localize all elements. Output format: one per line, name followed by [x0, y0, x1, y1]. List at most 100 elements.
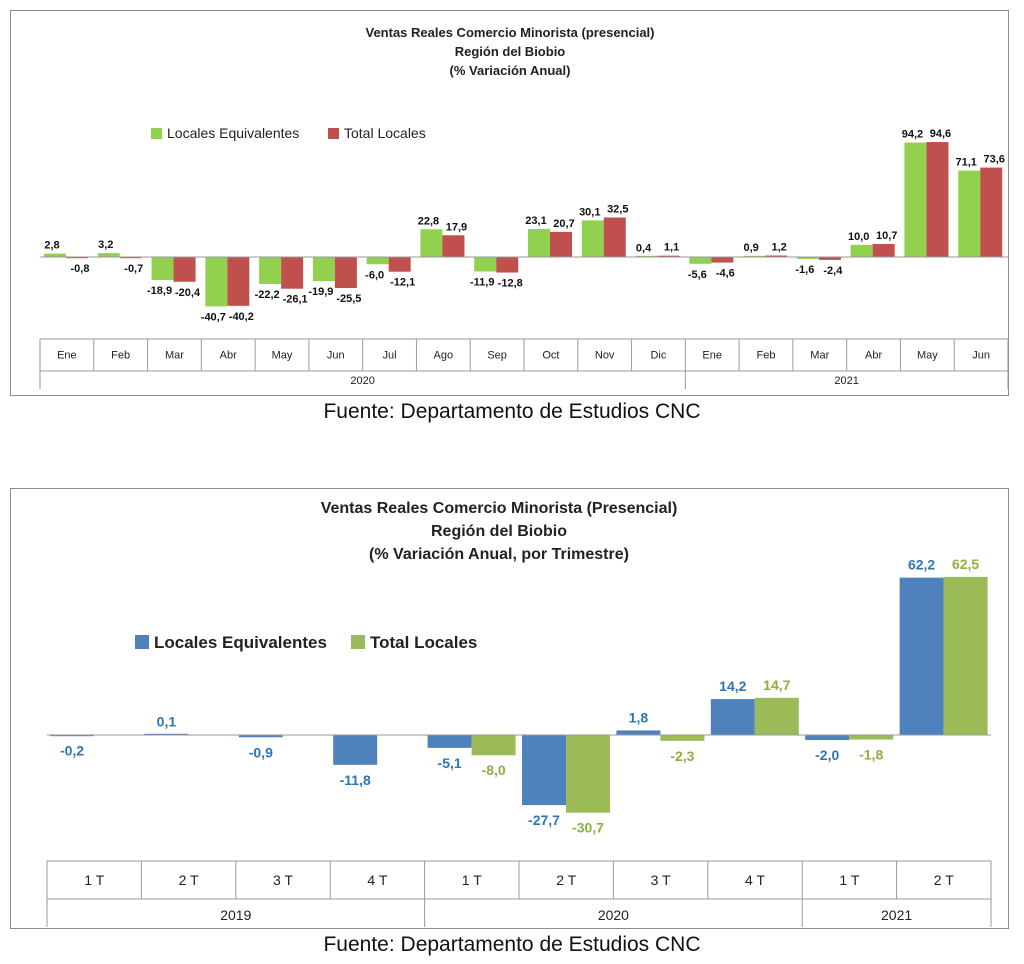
category-label: May: [917, 350, 938, 362]
category-label: 4 T: [745, 872, 765, 888]
chart-title-line: Ventas Reales Comercio Minorista (Presen…: [321, 500, 678, 517]
category-label: 1 T: [462, 872, 482, 888]
data-label: 30,1: [579, 206, 600, 218]
data-label: -1,6: [795, 264, 814, 276]
data-label: -19,9: [308, 286, 333, 298]
bar: [754, 697, 799, 735]
group-label: 2020: [598, 907, 629, 923]
data-label: 62,5: [952, 556, 979, 572]
category-label: Abr: [220, 350, 237, 362]
chart-title-line: (% Variación Anual, por Trimestre): [369, 546, 629, 563]
bar: [796, 257, 819, 259]
data-label: 3,2: [98, 239, 113, 251]
bar: [44, 253, 66, 257]
bar: [227, 257, 250, 306]
source-note-quarterly: Fuente: Departamento de Estudios CNC: [323, 933, 701, 956]
bar: [603, 217, 626, 257]
category-label: Mar: [165, 350, 184, 362]
category-label: Oct: [542, 350, 559, 362]
legend-label: Locales Equivalentes: [154, 633, 327, 652]
bar: [238, 735, 283, 738]
bar: [581, 220, 604, 257]
bar: [850, 244, 873, 257]
data-label: 62,2: [908, 557, 935, 573]
bar: [660, 735, 705, 741]
group-label: 2021: [881, 907, 912, 923]
category-label: 1 T: [839, 872, 859, 888]
data-label: 22,8: [418, 215, 439, 227]
data-label: -40,7: [201, 311, 226, 323]
legend-swatch: [328, 128, 339, 139]
bar: [366, 257, 389, 265]
bar: [471, 735, 516, 756]
bar: [151, 257, 174, 280]
bar: [904, 142, 927, 257]
data-label: -8,0: [482, 762, 506, 778]
bar: [522, 735, 566, 806]
category-label: Dic: [650, 350, 666, 362]
category-label: 4 T: [367, 872, 387, 888]
bar: [474, 257, 497, 272]
data-label: -6,0: [365, 269, 384, 281]
bar: [50, 735, 94, 737]
data-label: 23,1: [525, 215, 546, 227]
data-label: -0,9: [249, 744, 273, 760]
category-label: Jun: [327, 350, 345, 362]
bar: [312, 257, 335, 282]
data-label: -0,8: [71, 263, 90, 275]
bar: [388, 257, 411, 272]
bar: [119, 257, 142, 259]
data-label: 2,8: [44, 240, 59, 252]
data-label: 0,9: [743, 242, 758, 254]
data-label: 0,1: [157, 714, 177, 730]
legend-swatch: [151, 128, 162, 139]
bar: [496, 257, 519, 273]
group-label: 2020: [350, 375, 374, 387]
legend-label: Locales Equivalentes: [167, 125, 299, 141]
bar: [427, 735, 472, 748]
category-label: 3 T: [651, 872, 671, 888]
bar: [657, 255, 680, 257]
group-label: 2021: [834, 375, 858, 387]
data-label: 1,8: [629, 709, 649, 725]
chart-title-line: Región del Biobio: [431, 523, 567, 540]
data-label: -12,1: [390, 277, 415, 289]
data-label: -25,5: [336, 293, 361, 305]
category-label: 3 T: [273, 872, 293, 888]
category-label: Abr: [865, 350, 882, 362]
category-label: Jun: [972, 350, 990, 362]
bar: [635, 255, 658, 257]
category-label: Ene: [57, 350, 77, 362]
data-label: 94,2: [902, 129, 923, 141]
category-label: Mar: [810, 350, 829, 362]
bar: [765, 255, 788, 257]
bar: [689, 257, 712, 264]
data-label: -12,8: [498, 278, 523, 290]
category-label: Ene: [702, 350, 722, 362]
data-label: -11,8: [340, 772, 371, 788]
data-label: 10,7: [876, 230, 897, 242]
data-label: -0,2: [60, 743, 84, 759]
bar: [97, 253, 120, 257]
data-label: 14,7: [763, 677, 790, 693]
bar: [899, 577, 944, 735]
bar: [334, 257, 357, 288]
bar: [333, 735, 378, 765]
data-label: -2,4: [823, 265, 843, 277]
data-label: -5,1: [438, 755, 462, 771]
legend-swatch: [351, 635, 365, 649]
legend-label: Total Locales: [370, 633, 477, 652]
data-label: -27,7: [528, 812, 560, 828]
bar: [872, 243, 895, 257]
bar: [710, 699, 755, 735]
bar: [805, 735, 850, 741]
data-label: 20,7: [553, 218, 574, 230]
bar: [528, 228, 550, 257]
category-label: 2 T: [556, 872, 576, 888]
bar: [818, 257, 841, 260]
bar: [281, 257, 304, 289]
group-label: 2019: [220, 907, 251, 923]
data-label: 73,6: [984, 154, 1005, 166]
bar: [943, 576, 988, 735]
data-label: 0,4: [636, 243, 652, 255]
